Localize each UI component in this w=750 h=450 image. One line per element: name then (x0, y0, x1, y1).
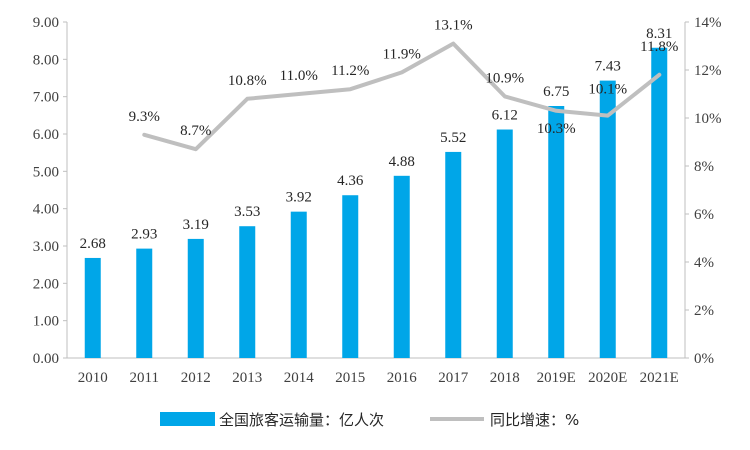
x-axis-tick-label: 2015 (335, 370, 365, 386)
right-axis-tick-label: 0% (694, 351, 714, 367)
x-axis-tick-label: 2020E (588, 370, 627, 386)
plot-area (66, 22, 686, 359)
bar (84, 257, 101, 358)
bar (239, 226, 256, 358)
bar (342, 195, 359, 358)
right-axis-tick-label: 4% (694, 255, 714, 271)
bar-value-label: 5.52 (440, 130, 466, 146)
bar (290, 211, 307, 358)
bar-value-label: 3.53 (234, 204, 260, 220)
x-axis-tick-label: 2013 (232, 370, 262, 386)
line-series (142, 41, 662, 152)
right-y-axis: 0% 2% 4% 6% 8% 10% 12% 14% (685, 15, 722, 367)
growth-rate-line (142, 41, 662, 152)
bar-value-label: 6.12 (492, 108, 518, 124)
bar (187, 238, 204, 358)
line-value-label: 11.2% (331, 63, 369, 79)
left-axis-tick-label: 2.00 (33, 276, 59, 292)
legend-line-label: 同比增速：% (490, 411, 579, 429)
line-value-label: 10.9% (485, 70, 524, 86)
line-value-label: 13.1% (434, 18, 473, 34)
bar-value-label: 2.93 (131, 227, 157, 243)
left-axis-tick-label: 0.00 (33, 351, 59, 367)
left-axis-tick-label: 5.00 (33, 164, 59, 180)
bar-value-label: 6.75 (543, 84, 569, 100)
bar (496, 129, 513, 358)
left-axis-tick-label: 9.00 (33, 15, 59, 31)
bar-value-label: 2.68 (80, 236, 106, 252)
right-axis-tick-label: 2% (694, 303, 714, 319)
x-axis-tick-label: 2018 (490, 370, 520, 386)
x-axis-tick-label: 2017 (438, 370, 469, 386)
right-axis-tick-label: 10% (694, 111, 722, 127)
left-axis-tick-label: 8.00 (33, 52, 59, 68)
x-axis-tick-label: 2019E (537, 370, 576, 386)
line-value-label: 10.8% (228, 73, 267, 89)
bar (393, 175, 410, 358)
left-y-axis: 0.00 1.00 2.00 3.00 4.00 5.00 6.00 7.00 8.00 9.00 (33, 15, 67, 367)
bar (445, 151, 462, 358)
bar-data-labels: 2.68 2.93 3.19 3.53 3.92 4.36 4.88 5.52 6.12 6.75… (80, 26, 673, 252)
left-axis-tick-label: 7.00 (33, 90, 59, 106)
x-axis-tick-label: 2016 (387, 370, 418, 386)
right-axis-tick-label: 6% (694, 207, 714, 223)
x-axis-tick-label: 2014 (284, 370, 315, 386)
right-axis-tick-label: 12% (694, 63, 722, 79)
left-axis-tick-label: 4.00 (33, 202, 59, 218)
legend-bar-label: 全国旅客运输量：亿人次 (219, 411, 384, 429)
x-axis-tick-label: 2012 (181, 370, 211, 386)
line-value-label: 8.7% (180, 123, 211, 139)
bar (136, 248, 153, 358)
bar-value-label: 3.19 (183, 217, 209, 233)
legend: 全国旅客运输量：亿人次 同比增速：% (160, 411, 579, 429)
line-value-label: 11.0% (280, 68, 318, 84)
line-value-label: 9.3% (129, 109, 160, 125)
line-value-label: 10.3% (537, 121, 576, 137)
bar-value-label: 7.43 (595, 59, 621, 75)
bar-series (84, 47, 668, 358)
x-axis-tick-label: 2021E (640, 370, 679, 386)
left-axis-tick-label: 1.00 (33, 314, 59, 330)
line-data-labels: 9.3% 8.7% 10.8% 11.0% 11.2% 11.9% 13.1% 10.9% 10… (129, 18, 679, 140)
x-axis-tick-label: 2011 (130, 370, 159, 386)
x-axis-tick-label: 2010 (78, 370, 108, 386)
bar-value-label: 4.88 (389, 154, 415, 170)
right-axis-tick-label: 14% (694, 15, 722, 31)
line-value-label: 10.1% (588, 82, 627, 98)
left-axis-tick-label: 6.00 (33, 127, 59, 143)
bar-value-label: 8.31 (646, 26, 672, 42)
line-value-label: 11.9% (383, 46, 421, 62)
bar-value-label: 3.92 (286, 190, 312, 206)
bar (599, 80, 616, 358)
line-value-label: 11.8% (640, 39, 678, 55)
bar (548, 106, 565, 358)
legend-bar-swatch (160, 412, 215, 426)
x-axis: 2010 2011 2012 2013 2014 2015 2016 2017 2018 2019… (78, 370, 679, 386)
left-axis-tick-label: 3.00 (33, 239, 59, 255)
bar (651, 47, 668, 358)
bar-value-label: 4.36 (337, 173, 364, 189)
right-axis-tick-label: 8% (694, 159, 714, 175)
